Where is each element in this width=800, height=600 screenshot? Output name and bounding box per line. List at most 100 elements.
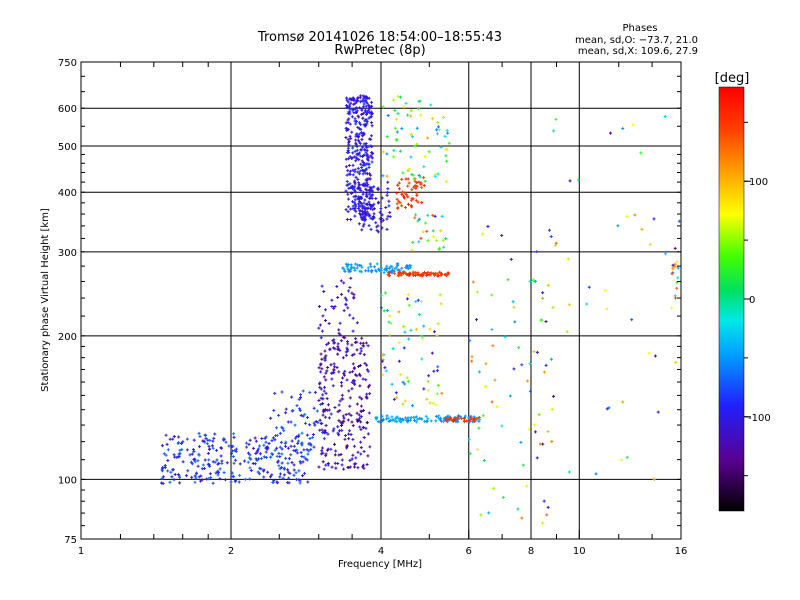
data-point — [305, 448, 309, 452]
data-point — [424, 221, 428, 225]
data-point — [431, 213, 435, 217]
data-point — [320, 284, 324, 288]
data-point — [395, 396, 399, 400]
data-point — [368, 207, 372, 211]
data-point — [370, 124, 374, 128]
data-point — [398, 95, 402, 99]
data-point — [359, 123, 363, 127]
data-point — [671, 266, 675, 270]
data-point — [362, 153, 366, 157]
phase-stats-o: mean, sd,O: −73.7, 21.0 — [575, 35, 698, 46]
y-tick-label: 600 — [58, 104, 77, 115]
data-point — [478, 417, 482, 421]
data-point — [219, 446, 223, 450]
data-point — [346, 306, 350, 310]
data-point — [222, 437, 226, 441]
data-point — [400, 266, 404, 270]
data-point — [516, 507, 520, 511]
data-point — [301, 474, 305, 478]
data-point — [385, 414, 389, 418]
data-point — [287, 481, 291, 485]
data-point — [360, 270, 364, 274]
data-point — [375, 262, 379, 266]
data-point — [434, 271, 438, 275]
data-point — [365, 193, 369, 197]
data-point — [264, 440, 268, 444]
data-point — [407, 181, 411, 185]
data-point — [365, 421, 369, 425]
data-point — [346, 137, 350, 141]
data-point — [195, 472, 199, 476]
data-point — [409, 264, 413, 268]
data-point — [568, 179, 572, 183]
data-point — [280, 461, 284, 465]
data-point — [545, 513, 549, 517]
data-point — [445, 415, 449, 419]
data-point — [428, 327, 432, 331]
data-point — [546, 429, 550, 433]
data-point — [639, 151, 643, 155]
data-point — [288, 471, 292, 475]
data-point — [349, 137, 353, 141]
data-point — [409, 108, 413, 112]
data-point — [476, 290, 480, 294]
data-point — [163, 465, 167, 469]
data-point — [354, 120, 358, 124]
data-point — [492, 486, 496, 490]
data-point — [338, 399, 342, 403]
data-point — [237, 480, 241, 484]
data-point — [532, 277, 536, 281]
data-point — [356, 153, 360, 157]
data-point — [281, 476, 285, 480]
data-point — [533, 430, 537, 434]
data-point — [259, 452, 263, 456]
data-point — [259, 467, 263, 471]
colorbar-tick-label: 100 — [749, 177, 768, 188]
data-point — [337, 403, 341, 407]
data-point — [362, 222, 366, 226]
data-point — [289, 453, 293, 457]
data-point — [360, 228, 364, 232]
data-point — [346, 444, 349, 448]
data-point — [336, 352, 340, 356]
data-point — [321, 314, 325, 318]
data-point — [426, 379, 430, 383]
data-point — [337, 419, 341, 423]
data-point — [330, 304, 334, 308]
data-point — [347, 163, 351, 167]
data-point — [616, 224, 620, 228]
data-point — [508, 394, 512, 398]
data-point — [286, 446, 290, 450]
data-point — [349, 218, 353, 222]
x-tick-label: 1 — [78, 546, 84, 557]
data-point — [205, 442, 209, 446]
data-point — [317, 326, 321, 330]
data-point — [381, 218, 385, 222]
data-point — [426, 213, 430, 217]
data-point — [366, 266, 370, 270]
data-point — [419, 182, 423, 186]
data-point — [197, 475, 201, 479]
data-point — [348, 155, 352, 159]
data-point — [359, 446, 363, 450]
data-point — [350, 130, 354, 134]
data-point — [225, 461, 229, 465]
data-point — [366, 344, 370, 348]
data-point — [345, 346, 349, 350]
data-point — [358, 374, 362, 378]
data-point — [362, 450, 366, 454]
data-point — [350, 156, 354, 160]
data-point — [544, 363, 548, 367]
data-point — [345, 103, 349, 107]
data-point — [277, 464, 281, 468]
data-point — [484, 384, 488, 388]
data-point — [346, 192, 350, 196]
data-point — [361, 212, 365, 216]
data-point — [313, 423, 317, 427]
data-point — [403, 271, 407, 275]
data-point — [185, 448, 189, 452]
data-point — [375, 225, 379, 229]
data-point — [351, 378, 355, 382]
data-point — [206, 451, 210, 455]
data-point — [353, 214, 357, 218]
